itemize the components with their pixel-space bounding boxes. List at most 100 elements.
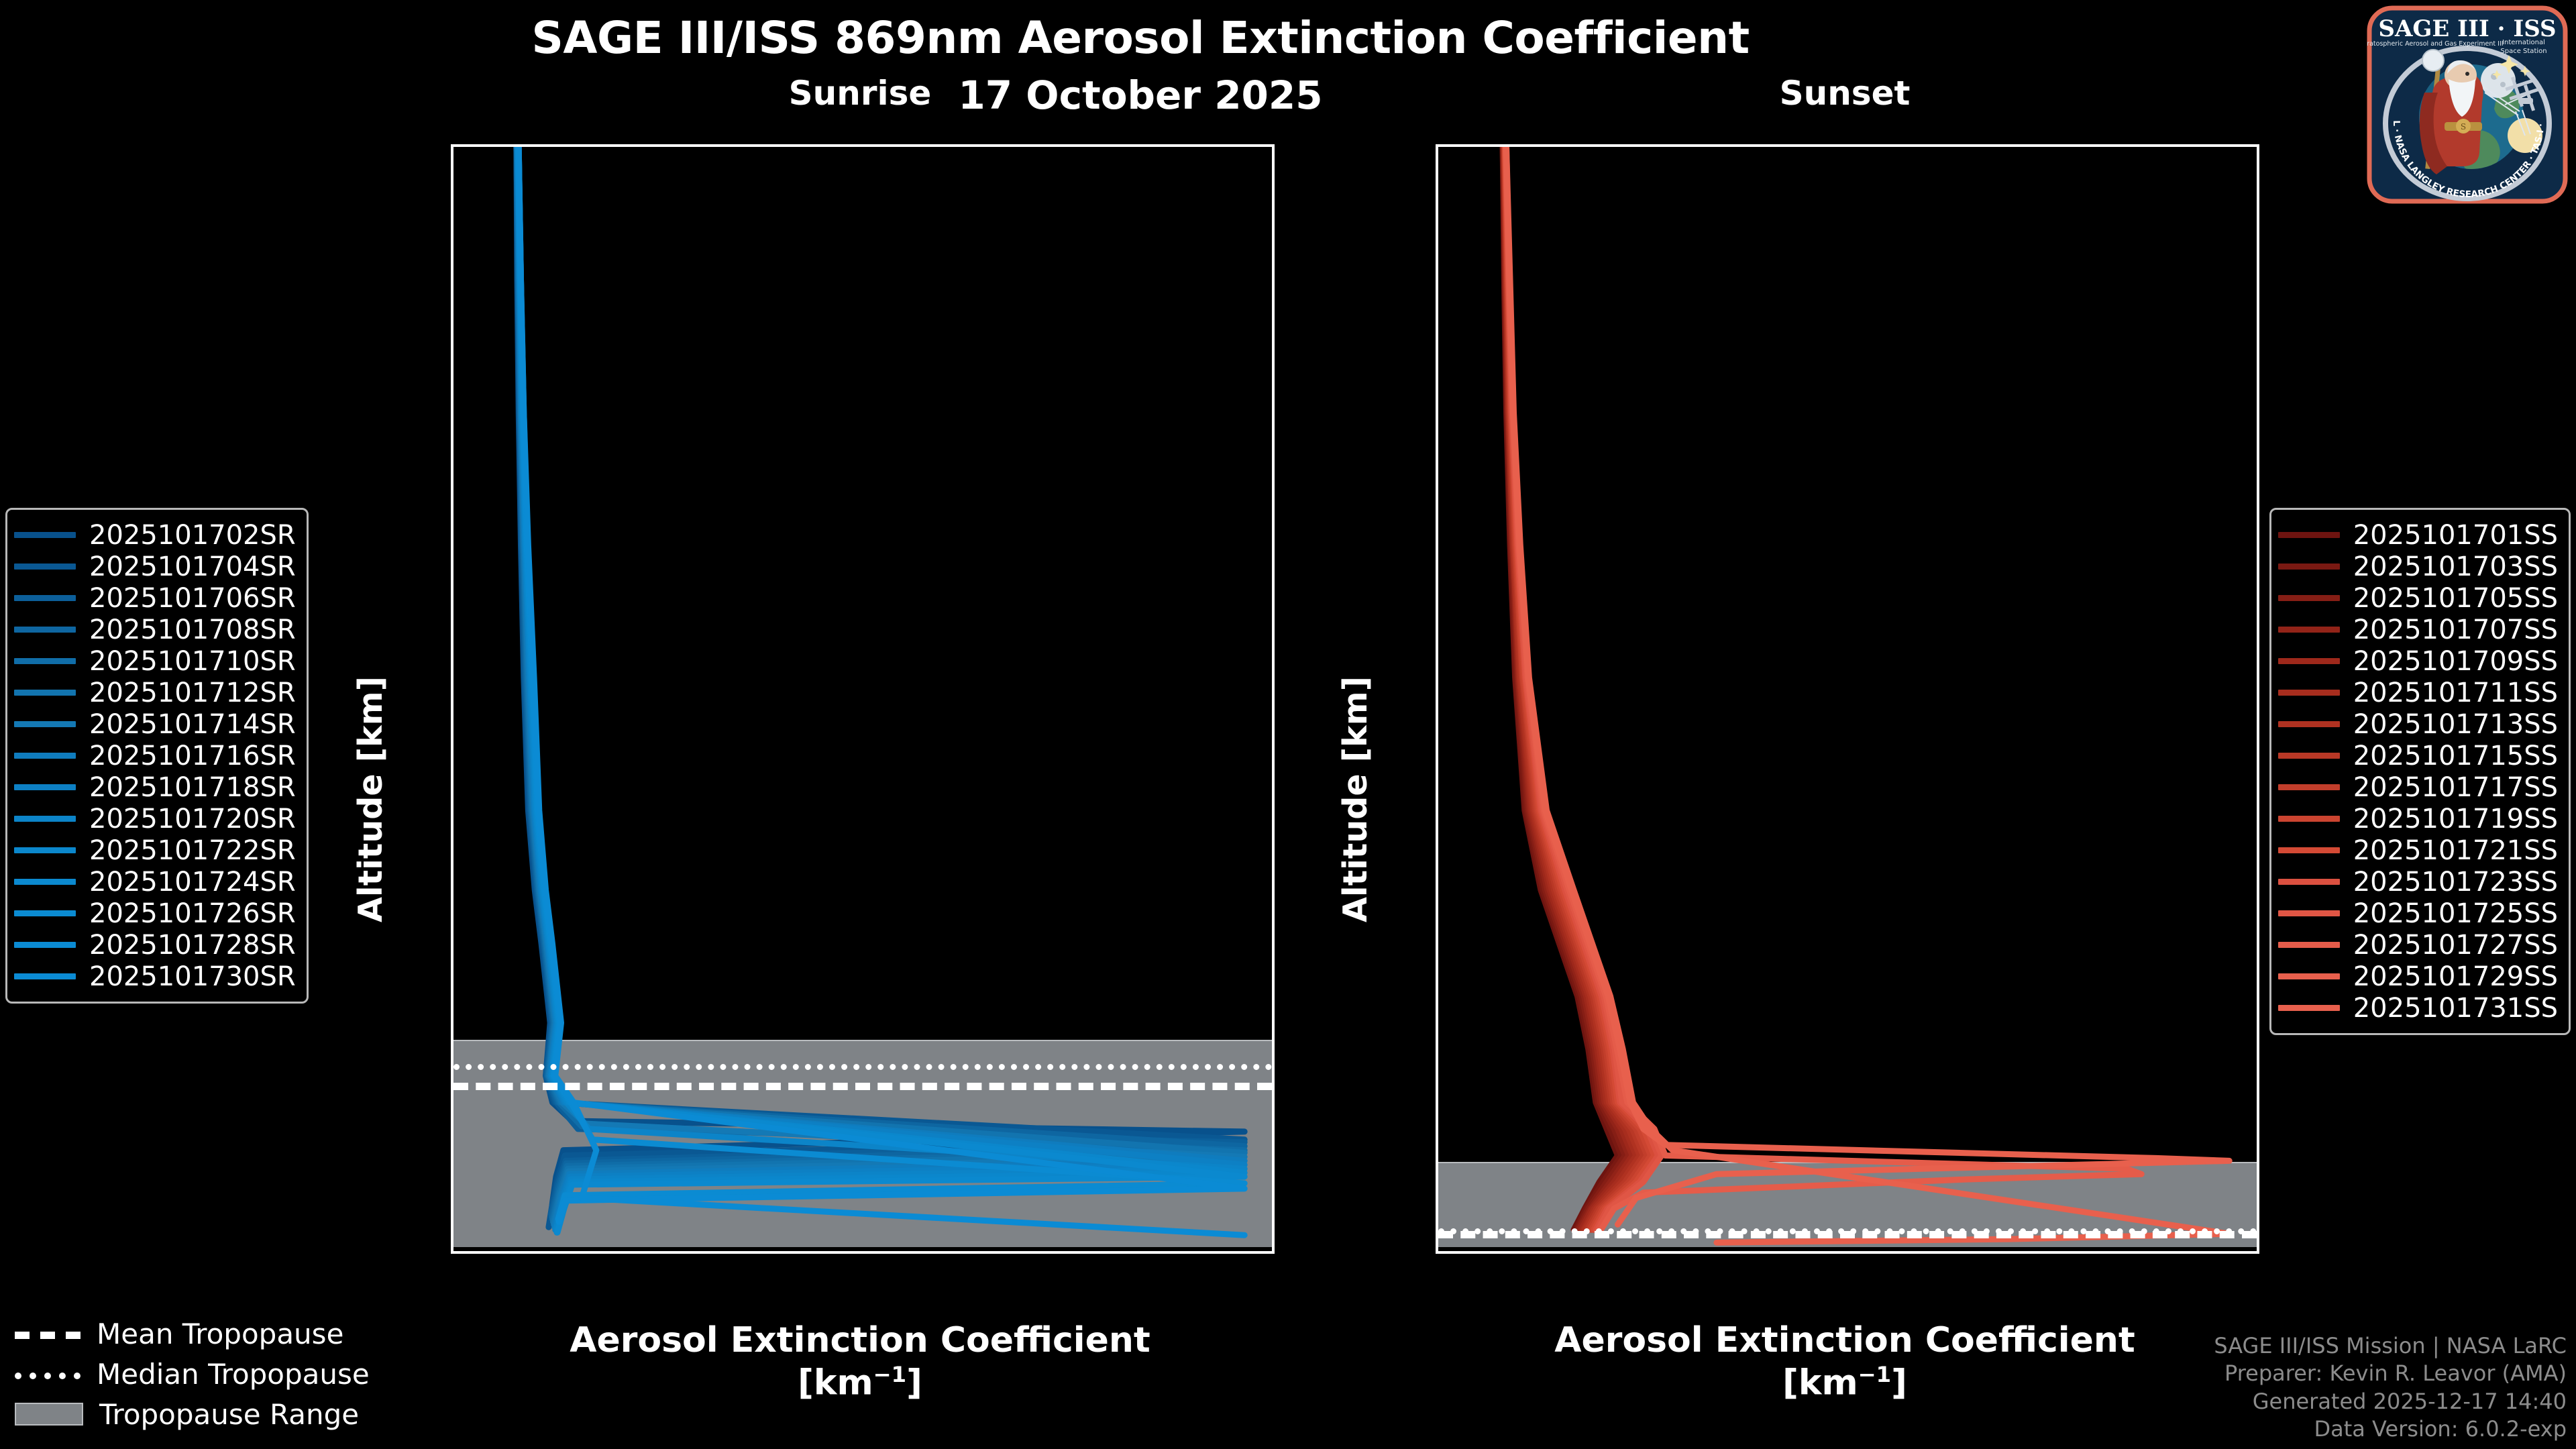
patch-subtitle-right-2: Space Station (2500, 48, 2546, 55)
y-axis-tick (451, 943, 453, 946)
legend-item-label: 2025101701SS (2353, 519, 2558, 551)
sunrise-series-legend[interactable]: 2025101702SR 2025101704SR 2025101706SR 2025… (5, 508, 309, 1004)
legend-item-label: 2025101704SR (89, 551, 296, 582)
legend-color-swatch (2277, 973, 2340, 979)
series-line (514, 147, 1248, 1222)
sunset-legend-item[interactable]: 2025101703SS (2277, 551, 2558, 582)
y-axis-tick (1436, 545, 1438, 547)
mean-tropopause-line (1438, 1231, 2257, 1239)
credits-line-preparer: Preparer: Kevin R. Leavor (AMA) (2224, 1360, 2567, 1387)
sunrise-legend-item[interactable]: 2025101706SR (14, 582, 296, 614)
y-axis-tick (1436, 943, 1438, 946)
median-tropopause-line (453, 1063, 1272, 1070)
sunrise-legend-item[interactable]: 2025101720SR (14, 803, 296, 835)
sunset-legend-item[interactable]: 2025101701SS (2277, 519, 2558, 551)
legend-item-label: 2025101721SS (2353, 835, 2558, 866)
sunrise-legend-item[interactable]: 2025101724SR (14, 866, 296, 898)
series-line (513, 147, 1248, 1228)
legend-item-label: 2025101722SR (89, 835, 296, 866)
x-axis-tick (512, 1251, 515, 1254)
credits-line-version: Data Version: 6.0.2-exp (2314, 1416, 2567, 1442)
sunrise-legend-item[interactable]: 2025101718SR (14, 771, 296, 803)
legend-item-label: 2025101713SS (2353, 708, 2558, 740)
legend-color-swatch (2277, 690, 2340, 696)
sunrise-legend-item[interactable]: 2025101704SR (14, 551, 296, 582)
sunset-legend-item[interactable]: 2025101729SS (2277, 961, 2558, 992)
legend-color-swatch (2277, 721, 2340, 727)
sunrise-legend-item[interactable]: 2025101730SR (14, 961, 296, 992)
legend-item-label: 2025101727SS (2353, 929, 2558, 961)
mean-tropopause-line (453, 1082, 1272, 1090)
y-axis-tick (1436, 147, 1438, 150)
sunrise-legend-item[interactable]: 2025101722SR (14, 835, 296, 866)
legend-item-label: 2025101724SR (89, 866, 296, 898)
y-axis-tick (1436, 1076, 1438, 1079)
legend-color-swatch (14, 532, 76, 538)
sunset-legend-item[interactable]: 2025101709SS (2277, 645, 2558, 677)
patch-title: SAGE III · ISS (2378, 15, 2556, 42)
sunset-legend-item[interactable]: 2025101711SS (2277, 677, 2558, 708)
legend-item-label: 2025101715SS (2353, 740, 2558, 771)
legend-color-swatch (2277, 1005, 2340, 1011)
legend-item-label: 2025101712SR (89, 677, 296, 708)
sunset-series-group (1499, 147, 2233, 1246)
legend-item-label: 2025101723SS (2353, 866, 2558, 898)
sunset-legend-item[interactable]: 2025101719SS (2277, 803, 2558, 835)
legend-item-label: 2025101719SS (2353, 803, 2558, 835)
sunrise-legend-item[interactable]: 2025101714SR (14, 708, 296, 740)
sunset-legend-item[interactable]: 2025101727SS (2277, 929, 2558, 961)
legend-color-swatch (14, 690, 76, 696)
mean-tropopause-label: Mean Tropopause (97, 1317, 344, 1350)
y-axis-tick (1436, 280, 1438, 282)
sunset-legend-item[interactable]: 2025101717SS (2277, 771, 2558, 803)
legend-color-swatch (2277, 847, 2340, 853)
sunrise-legend-item[interactable]: 2025101728SR (14, 929, 296, 961)
sunrise-legend-item[interactable]: 2025101712SR (14, 677, 296, 708)
sunrise-legend-item[interactable]: 2025101702SR (14, 519, 296, 551)
y-axis-tick (1436, 678, 1438, 680)
legend-item-label: 2025101702SR (89, 519, 296, 551)
legend-color-swatch (2277, 595, 2340, 601)
credits-line-generated: Generated 2025-12-17 14:40 (2252, 1388, 2567, 1414)
patch-subtitle-right-1: International (2502, 39, 2545, 46)
sunset-legend-item[interactable]: 2025101705SS (2277, 582, 2558, 614)
sunset-panel-title: Sunset (1779, 74, 1911, 113)
sage-iii-iss-mission-patch-icon: S SAGE III · ISS Stratospheric Aerosol a… (2360, 0, 2568, 205)
sunset-legend-item[interactable]: 2025101723SS (2277, 866, 2558, 898)
legend-item-label: 2025101716SR (89, 740, 296, 771)
legend-color-swatch (2277, 910, 2340, 916)
x-axis-tick (2083, 1251, 2086, 1254)
sunset-plot-axes: 1015202530354045500.0000.0020.0040.0060.… (1436, 144, 2259, 1254)
sunrise-legend-item[interactable]: 2025101710SR (14, 645, 296, 677)
legend-item-label: 2025101720SR (89, 803, 296, 835)
legend-color-swatch (14, 879, 76, 885)
sunset-legend-item[interactable]: 2025101731SS (2277, 992, 2558, 1024)
svg-text:S: S (2461, 122, 2466, 131)
legend-color-swatch (14, 564, 76, 570)
sunrise-legend-item[interactable]: 2025101726SR (14, 898, 296, 929)
sunrise-legend-item[interactable]: 2025101708SR (14, 614, 296, 645)
credits-block: SAGE III/ISS Mission | NASA LaRC Prepare… (2214, 1332, 2567, 1444)
tropopause-legend: Mean Tropopause Median Tropopause Tropop… (15, 1313, 370, 1434)
x-axis-tick (951, 1251, 954, 1254)
legend-item-label: 2025101731SS (2353, 992, 2558, 1024)
legend-item-label: 2025101710SR (89, 645, 296, 677)
sunset-legend-item[interactable]: 2025101725SS (2277, 898, 2558, 929)
sunset-legend-item[interactable]: 2025101713SS (2277, 708, 2558, 740)
dashed-line-icon (15, 1325, 80, 1342)
sunrise-legend-item[interactable]: 2025101716SR (14, 740, 296, 771)
patch-subtitle-left: Stratospheric Aerosol and Gas Experiment… (2367, 40, 2504, 48)
x-axis-tick (659, 1251, 661, 1254)
legend-item-label: 2025101717SS (2353, 771, 2558, 803)
sunset-legend-item[interactable]: 2025101715SS (2277, 740, 2558, 771)
legend-color-swatch (2277, 564, 2340, 570)
shaded-band-icon (15, 1403, 83, 1426)
sunset-series-legend[interactable]: 2025101701SS 2025101703SS 2025101705SS 2025… (2269, 508, 2571, 1035)
y-axis-tick (1436, 1209, 1438, 1212)
legend-item-tropopause-range: Tropopause Range (15, 1394, 370, 1434)
sunset-legend-item[interactable]: 2025101707SS (2277, 614, 2558, 645)
legend-color-swatch (14, 942, 76, 948)
sunset-legend-item[interactable]: 2025101721SS (2277, 835, 2558, 866)
date-subtitle: 17 October 2025 (958, 72, 1323, 118)
x-axis-tick (1244, 1251, 1247, 1254)
